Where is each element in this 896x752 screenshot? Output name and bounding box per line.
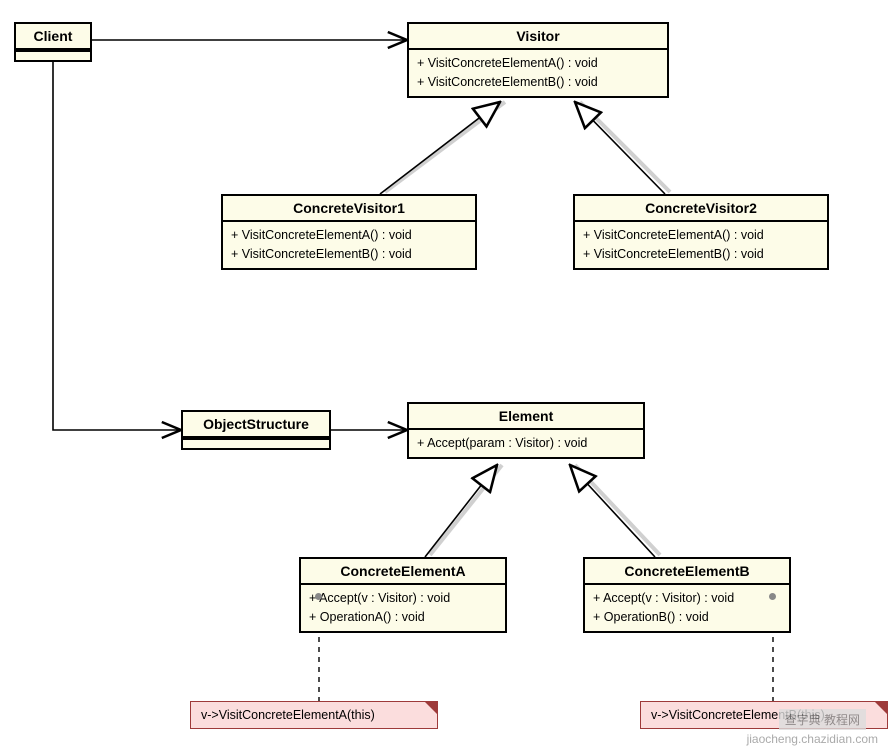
note-a: v->VisitConcreteElementA(this) [190,701,438,729]
connectors-layer [0,0,896,752]
class-title: ConcreteVisitor2 [575,196,827,222]
class-title: Visitor [409,24,667,50]
class-title: Client [16,24,90,50]
method-line: + OperationA() : void [309,608,497,627]
anchor-dot [769,593,776,600]
class-title: ConcreteElementB [585,559,789,585]
class-title: ConcreteVisitor1 [223,196,475,222]
class-client: Client [14,22,92,62]
anchor-dot [315,593,322,600]
note-text: v->VisitConcreteElementA(this) [201,708,375,722]
method-line: + VisitConcreteElementA() : void [583,226,819,245]
class-concrete-element-a: ConcreteElementA + Accept(v : Visitor) :… [299,557,507,633]
method-line: + VisitConcreteElementA() : void [231,226,467,245]
class-title: ObjectStructure [183,412,329,438]
method-line: + VisitConcreteElementB() : void [231,245,467,264]
uml-canvas: Client Visitor + VisitConcreteElementA()… [0,0,896,752]
watermark-url: jiaocheng.chazidian.com [747,732,878,746]
method-line: + Accept(param : Visitor) : void [417,434,635,453]
class-methods: + VisitConcreteElementA() : void + Visit… [223,222,475,268]
class-concrete-element-b: ConcreteElementB + Accept(v : Visitor) :… [583,557,791,633]
class-element: Element + Accept(param : Visitor) : void [407,402,645,459]
class-title: Element [409,404,643,430]
method-line: + VisitConcreteElementA() : void [417,54,659,73]
method-line: + Accept(v : Visitor) : void [309,589,497,608]
method-line: + OperationB() : void [593,608,781,627]
class-methods: + Accept(v : Visitor) : void + Operation… [585,585,789,631]
class-title: ConcreteElementA [301,559,505,585]
class-concrete-visitor-1: ConcreteVisitor1 + VisitConcreteElementA… [221,194,477,270]
class-visitor: Visitor + VisitConcreteElementA() : void… [407,22,669,98]
class-methods: + VisitConcreteElementA() : void + Visit… [575,222,827,268]
class-methods: + VisitConcreteElementA() : void + Visit… [409,50,667,96]
class-object-structure: ObjectStructure [181,410,331,450]
class-concrete-visitor-2: ConcreteVisitor2 + VisitConcreteElementA… [573,194,829,270]
method-line: + VisitConcreteElementB() : void [583,245,819,264]
watermark-box: 查字典 教程网 [779,709,866,730]
class-methods: + Accept(param : Visitor) : void [409,430,643,457]
method-line: + VisitConcreteElementB() : void [417,73,659,92]
method-line: + Accept(v : Visitor) : void [593,589,781,608]
class-methods: + Accept(v : Visitor) : void + Operation… [301,585,505,631]
